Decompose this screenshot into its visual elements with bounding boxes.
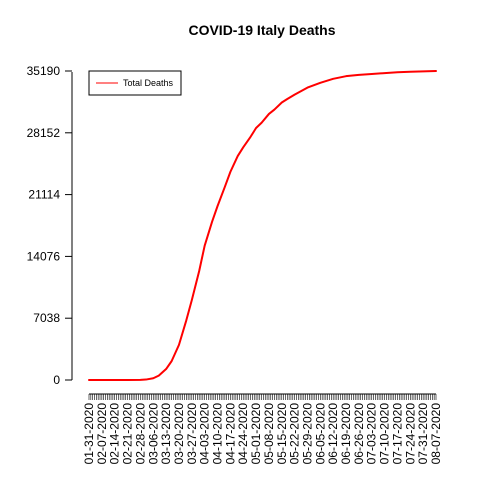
y-tick-label: 0 <box>53 373 60 387</box>
x-tick-label: 07-03-2020 <box>365 403 379 465</box>
x-tick-label: 07-10-2020 <box>378 403 392 465</box>
x-tick-label: 08-07-2020 <box>429 403 443 465</box>
x-tick-label: 05-01-2020 <box>249 403 263 465</box>
y-tick-label: 28152 <box>27 126 61 140</box>
x-tick-label: 05-22-2020 <box>288 403 302 465</box>
x-tick-label: 02-21-2020 <box>121 403 135 465</box>
x-tick-label: 01-31-2020 <box>82 403 96 465</box>
x-tick-label: 06-19-2020 <box>339 403 353 465</box>
x-tick-label: 07-31-2020 <box>416 403 430 465</box>
legend: Total Deaths <box>88 70 182 96</box>
x-tick-label: 02-28-2020 <box>133 403 147 465</box>
x-tick-label: 03-13-2020 <box>159 403 173 465</box>
x-tick-label: 03-20-2020 <box>172 403 186 465</box>
x-tick-label: 05-08-2020 <box>262 403 276 465</box>
x-tick-label: 02-14-2020 <box>108 403 122 465</box>
x-tick-label: 04-10-2020 <box>211 403 225 465</box>
x-tick-label: 04-03-2020 <box>198 403 212 465</box>
x-tick-label: 07-24-2020 <box>403 403 417 465</box>
x-tick-label: 04-17-2020 <box>223 403 237 465</box>
y-axis-ticks: 0 7038 14076 21114 28152 35190 <box>27 64 72 387</box>
x-tick-label: 04-24-2020 <box>236 403 250 465</box>
series-line-total-deaths <box>88 70 437 381</box>
y-tick-label: 7038 <box>33 311 60 325</box>
x-tick-label: 07-17-2020 <box>390 403 404 465</box>
x-tick-label: 05-29-2020 <box>300 403 314 465</box>
x-tick-label: 06-05-2020 <box>313 403 327 465</box>
x-tick-label: 06-26-2020 <box>352 403 366 465</box>
x-tick-label: 02-07-2020 <box>95 403 109 465</box>
chart-title: COVID-19 Italy Deaths <box>188 22 335 38</box>
x-tick-label: 06-12-2020 <box>326 403 340 465</box>
y-tick-label: 35190 <box>27 64 61 78</box>
series-group <box>88 70 437 381</box>
x-axis-tick-labels: 01-31-202002-07-202002-14-202002-21-2020… <box>82 403 443 465</box>
y-tick-label: 21114 <box>28 188 60 202</box>
x-tick-label: 05-15-2020 <box>275 403 289 465</box>
x-tick-label: 03-27-2020 <box>185 403 199 465</box>
x-axis-minor-ticks <box>88 394 437 400</box>
x-tick-label: 03-06-2020 <box>146 403 160 465</box>
y-tick-label: 14076 <box>27 249 61 263</box>
legend-label-total-deaths: Total Deaths <box>123 78 174 88</box>
